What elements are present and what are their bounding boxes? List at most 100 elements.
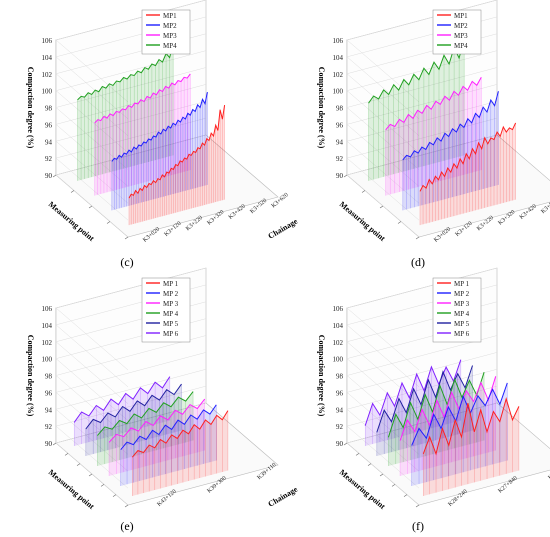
- grid-line: [55, 369, 207, 410]
- y-tick-label: 98: [45, 105, 53, 113]
- panel-label: (c): [120, 255, 133, 269]
- panel-f: (f) 90 92 94 96 98 100 102 104 106 Compaction deg…: [317, 267, 550, 533]
- series-line: [385, 77, 482, 131]
- z-tick: [88, 205, 93, 209]
- grid-line: [346, 392, 420, 455]
- grid-line: [55, 358, 129, 421]
- y-tick-label: 100: [42, 88, 53, 96]
- y-tick-label: 102: [333, 339, 344, 347]
- grid-line: [55, 352, 207, 393]
- grid-line: [346, 369, 498, 410]
- grid-line: [55, 84, 207, 125]
- z-tick: [52, 442, 57, 446]
- grid-line: [346, 84, 498, 125]
- legend-box: [141, 277, 191, 343]
- grid-line: [55, 39, 129, 103]
- y-tick-label: 102: [42, 339, 53, 347]
- legend-label: MP1: [163, 12, 177, 20]
- grid-line: [55, 67, 207, 108]
- y-tick-label: 92: [336, 423, 344, 431]
- legend-label: MP4: [454, 42, 468, 50]
- y-tick-label: 94: [45, 406, 53, 414]
- series-line: [411, 382, 508, 446]
- panel-e: (e) 90 92 94 96 98 100 102 104 106 Compaction deg…: [26, 267, 299, 533]
- legend-label: MP2: [454, 22, 468, 30]
- legend-box: [432, 277, 482, 343]
- y-axis-label: Compaction degree (%): [26, 335, 35, 417]
- chart-area: 90 92 94 96 98 100 102 104 106 Compaction degree …: [26, 267, 299, 511]
- series-fill: [97, 391, 194, 466]
- series-fill: [423, 398, 519, 496]
- legend-label: MP 4: [454, 310, 470, 318]
- grid-line: [346, 425, 420, 489]
- grid-line: [55, 117, 207, 159]
- panel-label: (d): [411, 255, 425, 269]
- legend-label: MP 1: [163, 280, 179, 288]
- y-tick-label: 90: [336, 440, 344, 448]
- series-fill: [376, 365, 473, 456]
- z-tick: [367, 463, 372, 466]
- legend-label: MP 2: [163, 290, 179, 298]
- grid-line: [55, 341, 129, 404]
- grid-line: [55, 307, 129, 371]
- series-fill: [420, 122, 516, 226]
- grid-line: [55, 124, 129, 187]
- y-tick-label: 90: [336, 172, 344, 180]
- series-fill: [402, 91, 499, 211]
- series-fill: [368, 38, 465, 181]
- grid-line: [346, 141, 420, 204]
- z-tick: [52, 174, 57, 178]
- series-line: [94, 73, 191, 124]
- y-tick-label: 94: [336, 406, 344, 414]
- legend-label: MP4: [163, 42, 177, 50]
- panel-label: (e): [120, 519, 133, 533]
- series-line: [73, 376, 171, 423]
- grid-line: [346, 0, 498, 41]
- grid-line: [55, 392, 129, 455]
- grid-line: [55, 50, 207, 91]
- grid-line: [55, 385, 207, 427]
- y-tick-label: 104: [333, 54, 344, 62]
- legend-box: [432, 9, 482, 55]
- grid-line: [346, 67, 498, 108]
- z-tick: [124, 504, 129, 508]
- series-line: [108, 398, 206, 443]
- series-fill: [120, 404, 217, 486]
- y-axis-label: Compaction degree (%): [317, 67, 326, 149]
- y-tick-label: 100: [42, 356, 53, 364]
- grid-line: [55, 0, 207, 41]
- series-line: [128, 105, 226, 199]
- y-tick-label: 106: [42, 37, 53, 45]
- grid-line: [55, 409, 129, 472]
- series-line: [399, 376, 497, 441]
- grid-line: [346, 39, 420, 103]
- z-tick: [64, 453, 69, 456]
- y-tick-label: 92: [336, 155, 344, 163]
- legend-label: MP3: [454, 32, 468, 40]
- series-fill: [85, 384, 182, 456]
- series-fill: [129, 105, 225, 226]
- series-line: [376, 365, 473, 433]
- series-line: [111, 91, 208, 162]
- y-tick-label: 90: [45, 440, 53, 448]
- z-tick: [88, 473, 93, 477]
- panel-d: (d) 90 92 94 96 98 100 102 104 106 Compaction deg…: [317, 0, 550, 269]
- legend-label: MP1: [454, 12, 468, 20]
- grid-line: [346, 101, 498, 142]
- y-tick-label: 102: [333, 71, 344, 79]
- y-tick-label: 94: [336, 138, 344, 146]
- chart-area: 90 92 94 96 98 100 102 104 106 Compaction degree …: [317, 267, 550, 511]
- grid-line: [346, 50, 498, 91]
- legend-label: MP 2: [454, 290, 470, 298]
- y-tick-label: 100: [333, 88, 344, 96]
- panel-c: (c) 90 92 94 96 98 100 102 104 106 Compaction deg…: [26, 0, 299, 269]
- grid-line: [55, 90, 129, 153]
- y-tick-label: 96: [45, 389, 53, 397]
- series-line: [422, 397, 520, 456]
- y-tick-label: 92: [45, 155, 53, 163]
- series-fill: [111, 92, 208, 211]
- z-tick: [403, 494, 408, 497]
- y-tick-label: 94: [45, 138, 53, 146]
- z-tick: [124, 236, 129, 240]
